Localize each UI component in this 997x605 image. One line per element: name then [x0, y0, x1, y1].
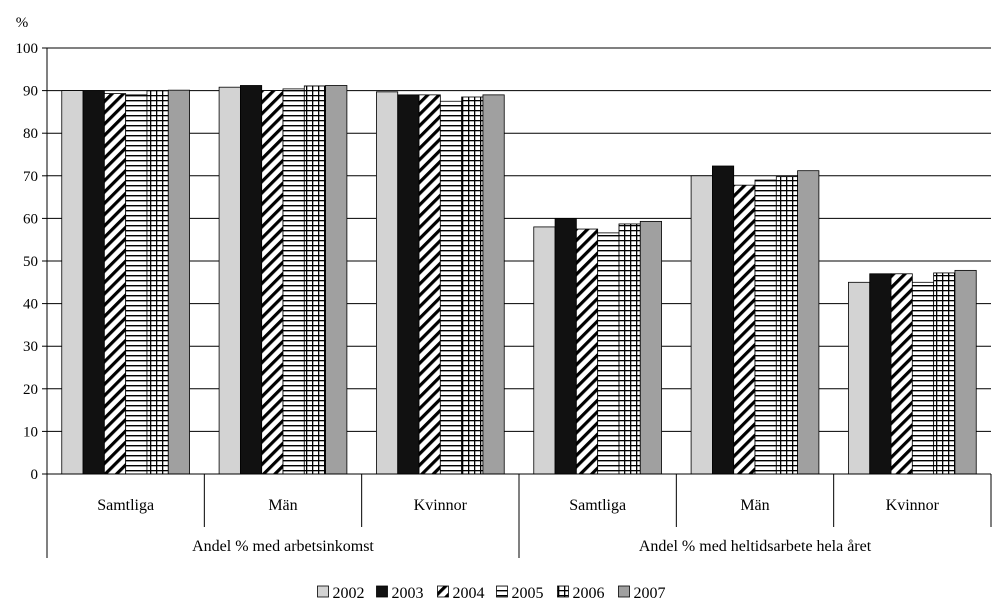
bar-2007 [639, 220, 662, 475]
y-axis-label: % [16, 15, 29, 31]
bar-2002 [690, 175, 713, 475]
y-tick-label: 10 [23, 424, 38, 440]
bar-2003 [554, 217, 577, 475]
bar-2002 [61, 90, 84, 475]
legend-swatch-2007 [618, 585, 630, 598]
bar-2006 [461, 96, 484, 475]
y-tick-label: 20 [23, 382, 38, 398]
axis-labels: 0 10 20 30 40 50 60 70 80 90 100% Samtliga Män Kvinno… [16, 15, 940, 555]
bar-2007 [797, 170, 820, 475]
bar-2005 [282, 88, 305, 475]
y-tick-label: 50 [23, 254, 38, 270]
bar-2006 [146, 90, 169, 475]
x-category-label: Män [740, 497, 769, 514]
legend-label: 2002 [333, 585, 365, 602]
x-group-label: Andel % med arbetsinkomst [192, 538, 374, 555]
bar-2005 [754, 179, 777, 475]
legend-swatch-2005 [496, 585, 508, 598]
y-tick-label: 80 [23, 126, 38, 142]
bar-2004 [890, 273, 913, 475]
bar-2004 [261, 90, 284, 475]
bar-2006 [775, 176, 798, 475]
bar-2002 [848, 281, 871, 475]
y-tick-label: 0 [31, 467, 39, 483]
legend-swatch-2006 [557, 585, 569, 598]
y-tick-label: 30 [23, 339, 38, 355]
bar-2003 [82, 90, 105, 475]
bar-2004 [733, 184, 756, 475]
legend-label: 2003 [392, 585, 424, 602]
bar-2007 [325, 85, 348, 475]
x-group-label: Andel % med heltidsarbete hela året [639, 538, 872, 555]
bar-2004 [103, 93, 127, 475]
legend-swatch-2003 [376, 585, 388, 598]
bar-2005 [439, 100, 463, 475]
bar-2004 [575, 228, 599, 475]
bar-2007 [954, 269, 977, 475]
x-category-label: Kvinnor [414, 497, 468, 514]
legend-label: 2006 [573, 585, 605, 602]
bar-2002 [218, 86, 241, 475]
legend-swatch-2004 [437, 585, 449, 598]
x-category-label: Män [268, 497, 297, 514]
bar-2005 [125, 94, 148, 475]
bar-2006 [303, 85, 326, 475]
y-tick-label: 40 [23, 297, 38, 313]
bar-2007 [482, 94, 505, 475]
bar-2003 [239, 85, 263, 475]
gridlines [47, 47, 991, 432]
x-category-label: Samtliga [569, 497, 626, 514]
bar-2006 [618, 223, 641, 475]
bar-2006 [933, 272, 956, 475]
bar-2002 [533, 226, 556, 475]
x-category-label: Kvinnor [886, 497, 940, 514]
axes [42, 47, 992, 558]
bar-2004 [418, 94, 441, 475]
y-tick-label: 100 [16, 41, 39, 57]
y-tick-label: 90 [23, 84, 38, 100]
bar-2002 [376, 91, 399, 475]
bars [61, 85, 977, 475]
y-tick-label: 60 [23, 211, 38, 227]
legend: 2002 2003 2004 2005 2006 2007 [317, 585, 666, 602]
legend-label: 2004 [453, 585, 485, 602]
x-category-label: Samtliga [97, 497, 154, 514]
bar-2007 [167, 89, 190, 475]
bar-2003 [397, 94, 420, 475]
bar-2003 [869, 273, 892, 475]
bar-2005 [911, 281, 935, 475]
bar-2005 [597, 232, 620, 475]
bar-2003 [712, 165, 735, 475]
legend-swatch-2002 [317, 585, 329, 598]
y-tick-label: 70 [23, 169, 38, 185]
legend-label: 2005 [512, 585, 544, 602]
legend-label: 2007 [634, 585, 666, 602]
